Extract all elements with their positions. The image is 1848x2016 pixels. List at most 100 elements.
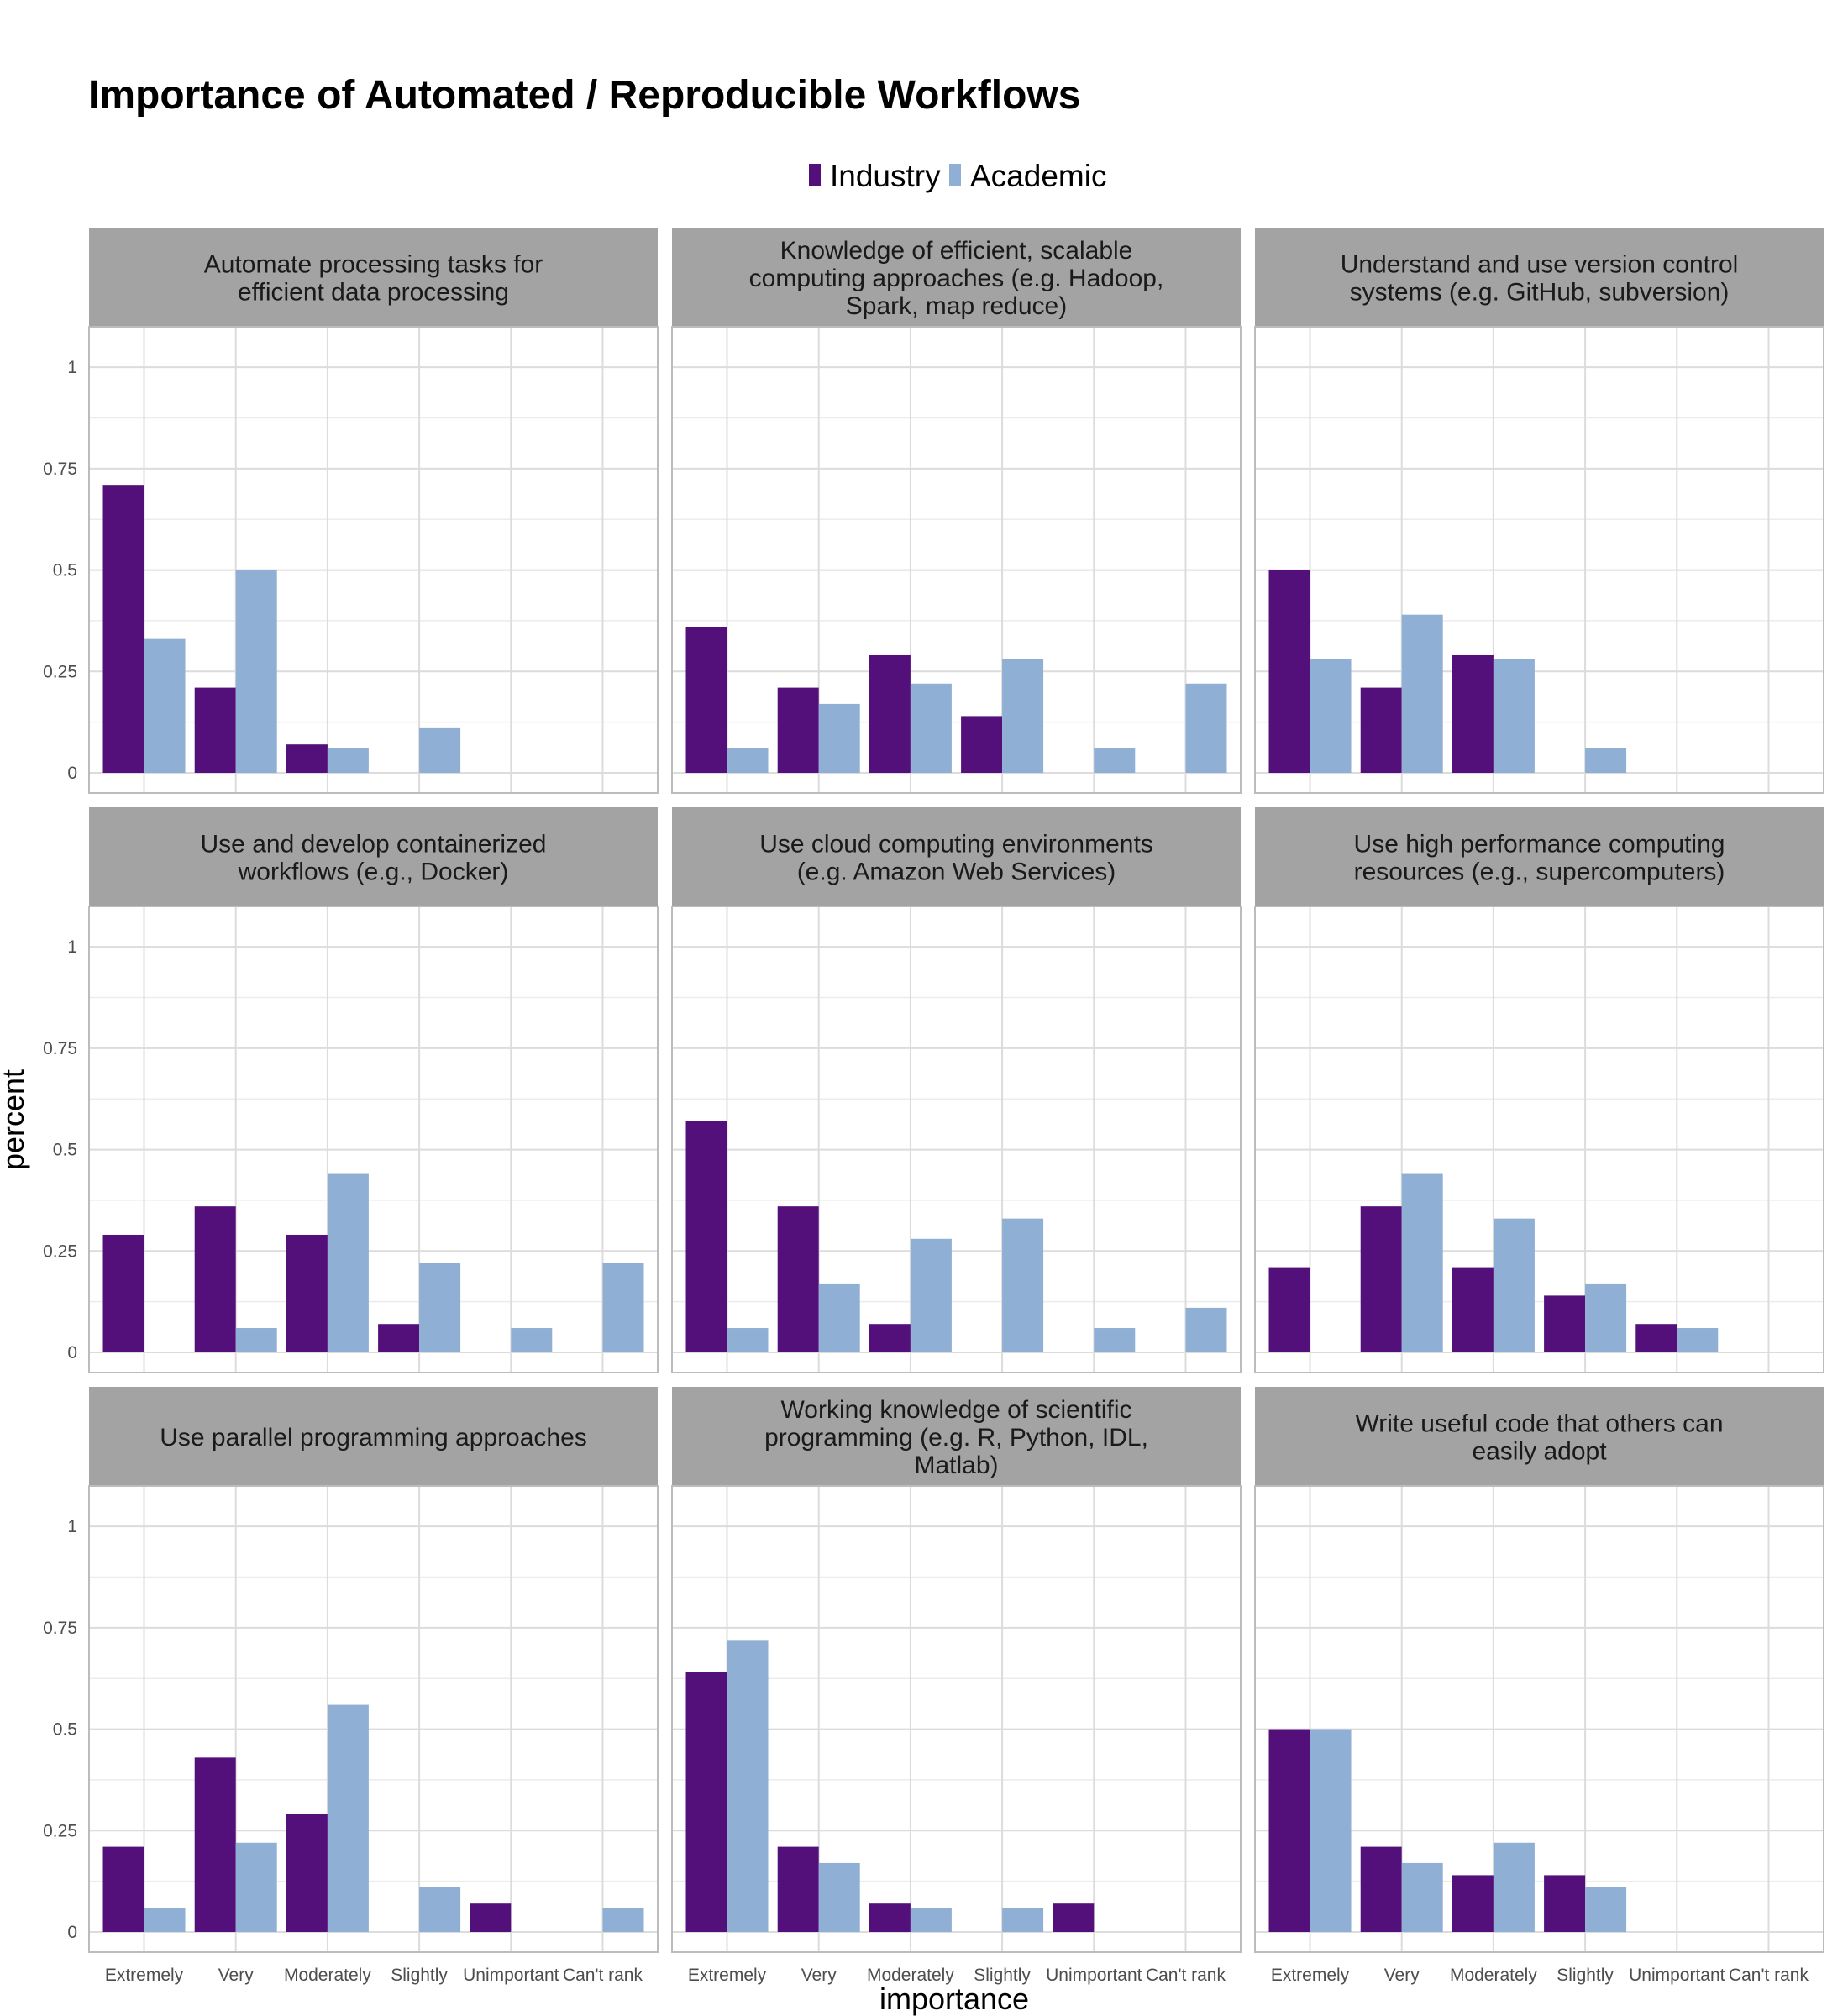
bar-academic-very (235, 1328, 277, 1352)
facet-strip (672, 807, 1241, 906)
bar-academic-moderately (910, 1908, 952, 1932)
bar-academic-moderately (327, 748, 369, 773)
bar-industry-moderately (286, 744, 328, 773)
panel-border (671, 906, 1242, 1373)
x-tick-label: Very (801, 1966, 837, 1985)
x-tick-label: Moderately (284, 1966, 371, 1985)
y-tick-label: 0 (67, 764, 77, 783)
bar-industry-slightly (1544, 1875, 1586, 1932)
bar-academic-very (235, 570, 277, 773)
facet-title-line: Use high performance computing (1354, 831, 1725, 858)
bar-industry-moderately (1452, 1875, 1494, 1932)
facet-panel-2: Knowledge of efficient, scalablecomputin… (671, 228, 1242, 794)
bar-academic-cantrank (1185, 1307, 1227, 1352)
legend-label-academic: Academic (970, 159, 1106, 193)
facet-title-line: workflows (e.g., Docker) (238, 858, 509, 886)
bar-industry-very (777, 1206, 819, 1352)
bar-academic-extremely (727, 748, 769, 773)
bar-industry-very (194, 1757, 236, 1932)
facet-strip (1255, 807, 1824, 906)
plot-area (1255, 906, 1824, 1373)
bar-industry-extremely (102, 1846, 144, 1932)
facet-title-line: (e.g. Amazon Web Services) (797, 858, 1116, 886)
panel-border (88, 1485, 659, 1953)
x-tick-label: Extremely (1271, 1966, 1350, 1985)
y-tick-label: 0.25 (43, 662, 77, 681)
y-tick-label: 0.5 (53, 1720, 77, 1740)
facet-strip (672, 228, 1241, 327)
bar-academic-moderately (327, 1173, 369, 1352)
bar-industry-very (1360, 1206, 1402, 1352)
bar-academic-extremely (727, 1328, 769, 1352)
x-tick-label: Extremely (688, 1966, 767, 1985)
bar-industry-moderately (286, 1814, 328, 1932)
bar-academic-unimportant (1677, 1328, 1719, 1352)
plot-area (89, 1486, 658, 1952)
x-tick-label: Very (1384, 1966, 1420, 1985)
bar-industry-very (194, 1206, 236, 1352)
bar-industry-moderately (869, 654, 911, 773)
y-tick-label: 0.5 (53, 561, 77, 580)
bar-industry-unimportant (470, 1903, 512, 1932)
y-tick-label: 0.75 (43, 1039, 77, 1058)
facet-strip (672, 1387, 1241, 1486)
bar-industry-unimportant (1053, 1903, 1095, 1932)
panel-border (88, 326, 659, 794)
bar-academic-cantrank (602, 1908, 644, 1932)
facet-title-line: Understand and use version control (1341, 251, 1739, 279)
y-axis-label: percent (0, 1069, 30, 1170)
y-tick-label: 1 (67, 937, 77, 957)
bar-industry-slightly (961, 716, 1003, 773)
bar-academic-slightly (1585, 748, 1627, 773)
facet-title-line: computing approaches (e.g. Hadoop, (749, 265, 1164, 292)
bar-industry-moderately (869, 1324, 911, 1352)
x-tick-label: Moderately (1450, 1966, 1537, 1985)
bar-academic-very (235, 1842, 277, 1932)
x-tick-label: Can't rank (1146, 1966, 1226, 1985)
bar-academic-slightly (419, 1887, 461, 1932)
bar-academic-extremely (144, 638, 186, 773)
bar-academic-slightly (1002, 1908, 1044, 1932)
bar-academic-very (1401, 614, 1443, 773)
x-tick-label: Can't rank (563, 1966, 643, 1985)
facet-panel-5: Use cloud computing environments(e.g. Am… (671, 807, 1242, 1373)
x-tick-label: Can't rank (1729, 1966, 1809, 1985)
bar-academic-unimportant (1094, 748, 1136, 773)
bar-industry-very (194, 687, 236, 773)
bar-industry-extremely (1268, 570, 1310, 773)
bar-academic-cantrank (1185, 683, 1227, 773)
facet-title-line: easily adopt (1472, 1438, 1607, 1466)
chart-title: Importance of Automated / Reproducible W… (88, 73, 1080, 118)
bar-industry-very (777, 1846, 819, 1932)
y-tick-label: 0.5 (53, 1141, 77, 1160)
panel-border (671, 1485, 1242, 1953)
facet-title-line: Matlab) (914, 1452, 998, 1479)
bar-industry-very (1360, 687, 1402, 773)
bar-academic-unimportant (511, 1328, 553, 1352)
x-tick-label: Unimportant (1629, 1966, 1725, 1985)
bar-industry-moderately (286, 1234, 328, 1352)
bar-industry-unimportant (1635, 1324, 1677, 1352)
panel-border (671, 326, 1242, 794)
bar-academic-unimportant (1094, 1328, 1136, 1352)
facet-strip (89, 807, 658, 906)
bar-academic-moderately (910, 683, 952, 773)
facet-panel-3: Understand and use version controlsystem… (1254, 228, 1824, 794)
bar-academic-moderately (1493, 1842, 1535, 1932)
bar-academic-cantrank (602, 1263, 644, 1352)
bar-academic-moderately (327, 1704, 369, 1932)
bar-academic-very (1401, 1173, 1443, 1352)
facet-title-line: Use cloud computing environments (759, 831, 1153, 858)
panel-border (88, 906, 659, 1373)
facet-title-line: Spark, map reduce) (846, 292, 1067, 320)
facet-strip (89, 228, 658, 327)
x-tick-label: Slightly (1557, 1966, 1614, 1985)
facet-panel-6: Use high performance computingresources … (1254, 807, 1824, 1373)
bar-industry-moderately (1452, 1267, 1494, 1352)
bar-academic-very (818, 703, 860, 773)
x-tick-label: Slightly (391, 1966, 448, 1985)
y-tick-label: 1 (67, 1517, 77, 1536)
